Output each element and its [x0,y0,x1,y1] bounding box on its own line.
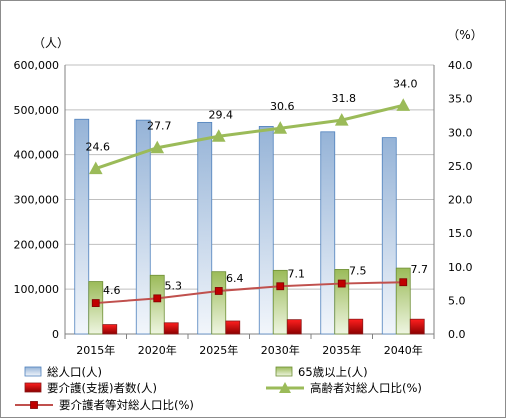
marker-triangle-2 [150,140,165,154]
y-right-tick-label: 0.0 [448,328,466,341]
marker-square-4 [276,282,285,291]
bar-series3-3 [225,320,241,335]
data-label: 27.7 [147,120,172,133]
marker-square-5 [337,279,346,288]
y-right-tick-label: 30.0 [448,126,473,139]
y-right-tick-label: 20.0 [448,194,473,207]
bar-series3-1 [102,324,118,335]
bar-series3-5 [348,318,364,335]
y-left-tick-label: 500,000 [14,104,60,117]
y-left-tick-label: 200,000 [14,238,60,251]
bar-series1-1 [74,118,90,335]
bar-series3-2 [163,322,179,335]
data-label: 7.7 [411,263,429,276]
data-label: 5.3 [165,279,183,292]
legend-item-5: 要介護者等対総人口比(%) [15,398,194,412]
data-label: 7.1 [288,267,306,280]
y-right-tick-label: 40.0 [448,59,473,72]
y-left-tick-label: 400,000 [14,149,60,162]
bar-series3-6 [409,318,425,335]
legend-marker-triangle [279,382,291,393]
bar-series1-6 [381,137,397,335]
marker-triangle-6 [396,98,411,111]
data-label: 6.4 [226,272,244,285]
legend-item-4: 高齢者対総人口比(%) [266,381,422,395]
legend-item-1: 総人口(人) [24,365,102,379]
legend-label: 総人口(人) [47,365,102,379]
bar-series1-5 [320,131,336,335]
marker-triangle-1 [88,161,103,175]
marker-triangle-3 [211,129,226,142]
y-left-tick-label: 0 [52,328,59,341]
legend-label: 要介護(支援)者数(人) [47,381,157,395]
y-left-tick-label: 300,000 [14,194,60,207]
marker-triangle-5 [334,113,349,126]
marker-square-1 [91,299,100,307]
bar-series2-2 [149,274,165,335]
bar-series1-3 [197,121,213,335]
marker-square-6 [399,278,408,287]
legend-label: 高齢者対総人口比(%) [310,381,422,395]
y-left-tick-label: 100,000 [14,283,60,296]
bar-series1-2 [135,119,151,335]
legend-swatch [24,366,42,377]
x-tick-label: 2030年 [261,343,300,357]
data-label: 29.4 [209,108,234,121]
line-series1 [95,103,404,170]
legend-marker-square [30,401,38,409]
y-right-tick-label: 15.0 [448,227,473,240]
line-series2 [95,281,404,305]
legend-label: 要介護者等対総人口比(%) [59,398,194,412]
bar-series1-4 [258,126,274,335]
x-tick-label: 2020年 [138,343,177,357]
bar-series2-1 [88,281,104,335]
bar-series2-3 [211,271,227,335]
bar-series2-5 [334,269,350,335]
x-tick-label: 2035年 [322,343,361,357]
bar-series2-4 [272,269,288,335]
y-right-tick-label: 5.0 [448,294,466,307]
data-label: 31.8 [332,92,357,105]
y-right-tick-label: 35.0 [448,93,473,106]
x-tick-label: 2025年 [199,343,238,357]
marker-triangle-4 [273,121,288,134]
legend-label: 65歳以上(人) [298,365,368,379]
data-label: 4.6 [103,284,121,297]
legend-swatch [24,382,42,393]
bar-series3-4 [286,319,302,335]
data-label: 30.6 [270,100,295,113]
legend-item-2: 65歳以上(人) [275,365,368,379]
y-left-tick-label: 600,000 [14,59,60,72]
data-label: 34.0 [393,77,418,90]
bar-series2-6 [395,267,411,335]
marker-square-2 [153,294,162,303]
marker-square-3 [214,287,223,295]
x-tick-label: 2040年 [384,343,423,357]
legend-swatch [275,366,293,377]
y-right-tick-label: 25.0 [448,160,473,173]
y-left-unit-label: （人） [33,36,69,50]
data-label: 24.6 [86,141,111,154]
data-label: 7.5 [349,265,367,278]
legend-item-3: 要介護(支援)者数(人) [24,381,157,395]
y-right-tick-label: 10.0 [448,261,473,274]
x-tick-label: 2015年 [76,343,115,357]
y-right-unit-label: （%） [447,28,482,42]
